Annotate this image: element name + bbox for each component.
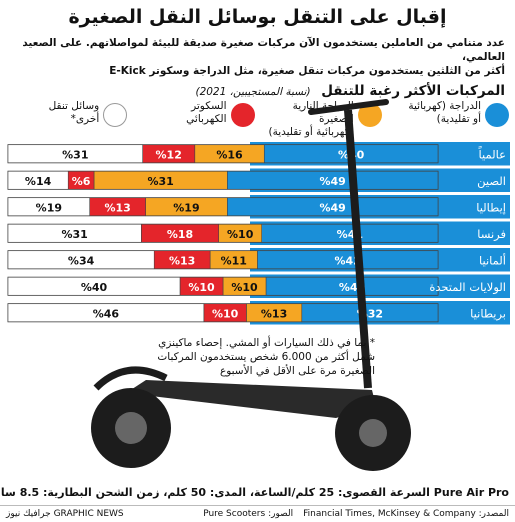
legend-label-escooter: السكوتر الكهربائي bbox=[186, 100, 227, 125]
intro-line-2: أكثر من الثلثين يستخدمون مركبات تنقل صغي… bbox=[109, 65, 505, 77]
footer-credit: GRAPHIC NEWS جرافيك نيوز bbox=[6, 509, 124, 519]
chart-title-text: المركبات الأكثر رغبة للتنقل bbox=[321, 83, 505, 99]
bar-value-label: %16 bbox=[216, 148, 243, 161]
bar-value-label: %40 bbox=[81, 281, 108, 294]
bar-value-label: %10 bbox=[227, 228, 254, 241]
bar-value-label: %31 bbox=[61, 228, 87, 241]
footnote: * بما في ذلك السيارات أو المشي. إحصاء ما… bbox=[157, 337, 375, 377]
scooter-front-hub bbox=[359, 419, 387, 447]
chart-legend: الدراجة (كهربائية أو تقليدية) الدراجة ال… bbox=[4, 100, 509, 140]
category-label: فرنسا bbox=[477, 227, 506, 242]
category-label: بريطانيا bbox=[470, 306, 506, 321]
legend-label-bicycle: الدراجة (كهربائية أو تقليدية) bbox=[408, 100, 481, 125]
intro-text: عدد متنامي من العاملين يستخدمون الآن مرك… bbox=[10, 36, 505, 78]
bar-segment bbox=[7, 170, 69, 190]
legend-item-escooter: السكوتر الكهربائي bbox=[131, 100, 255, 140]
legend-item-other: وسائل تنقل أخرى* bbox=[4, 100, 128, 140]
bar-value-label: %11 bbox=[221, 254, 247, 267]
bar-value-label: %10 bbox=[212, 307, 239, 320]
scooter-handlebar bbox=[308, 99, 389, 115]
bar-value-label: %46 bbox=[93, 307, 120, 320]
product-spec-text: السرعة القصوى: 25 كلم/الساعة، المدى: 50 … bbox=[0, 486, 430, 499]
legend-swatch-escooter bbox=[230, 103, 255, 127]
bar-segment bbox=[7, 276, 181, 296]
footer: المصدر: Financial Times, McKinsey & Comp… bbox=[0, 505, 515, 522]
bar-value-label: %42 bbox=[335, 254, 361, 267]
intro-line-1: عدد متنامي من العاملين يستخدمون الآن مرك… bbox=[22, 37, 505, 63]
bar-value-label: %18 bbox=[167, 228, 193, 241]
bar-segment bbox=[7, 197, 90, 217]
bar-value-label: %10 bbox=[188, 281, 215, 294]
category-label: الولايات المتحدة bbox=[429, 280, 506, 295]
legend-label-other: وسائل تنقل أخرى* bbox=[48, 100, 100, 125]
bar-value-label: %13 bbox=[261, 307, 287, 320]
bar-value-label: %13 bbox=[104, 201, 130, 214]
chart-note: (نسبة المستجيبين، 2021) bbox=[195, 86, 311, 98]
bar-value-label: %31 bbox=[147, 175, 173, 188]
chart-title: المركبات الأكثر رغبة للتنقل (نسبة المستج… bbox=[195, 83, 505, 99]
stacked-bar-chart: %40 %16 %12 %31 عالمياً %49 %31 %6 %14 الصين %49 %1… bbox=[7, 142, 510, 325]
scooter-rear-hub bbox=[115, 412, 147, 444]
bar-value-label: %19 bbox=[173, 201, 199, 214]
bar-value-label: %49 bbox=[319, 201, 345, 214]
bar-value-label: %6 bbox=[72, 175, 91, 188]
legend-swatch-bicycle bbox=[485, 103, 509, 127]
bar-value-label: %31 bbox=[62, 148, 88, 161]
scooter-stem bbox=[344, 109, 372, 389]
legend-item-bicycle: الدراجة (كهربائية أو تقليدية) bbox=[386, 100, 509, 140]
bar-value-label: %12 bbox=[156, 148, 182, 161]
bar-value-label: %10 bbox=[231, 281, 258, 294]
category-label: إيطاليا bbox=[476, 200, 506, 214]
bar-value-label: %34 bbox=[68, 254, 95, 267]
scooter-icon bbox=[91, 99, 411, 471]
category-label: ألمانيا bbox=[479, 252, 506, 267]
bar-segment bbox=[7, 250, 155, 270]
bar-value-label: %49 bbox=[319, 175, 345, 188]
bar-value-label: %13 bbox=[169, 254, 195, 267]
page-title: إقبال على التنقل بوسائل النقل الصغيرة bbox=[68, 6, 447, 28]
product-specs: Pure Air Pro السرعة القصوى: 25 كلم/الساع… bbox=[0, 486, 509, 499]
bar-value-label: %14 bbox=[25, 175, 52, 188]
bar-segment bbox=[7, 223, 142, 243]
bar-value-label: %19 bbox=[36, 201, 62, 214]
bar-segment bbox=[7, 144, 143, 164]
bar-segment bbox=[7, 303, 205, 323]
scooter-deck bbox=[126, 380, 376, 418]
category-label: الصين bbox=[477, 174, 506, 189]
footer-photo: الصور: Pure Scooters bbox=[203, 509, 294, 519]
category-label: عالمياً bbox=[478, 146, 506, 162]
legend-swatch-other bbox=[103, 103, 128, 127]
footer-source: المصدر: Financial Times, McKinsey & Comp… bbox=[303, 509, 509, 519]
product-name: Pure Air Pro bbox=[433, 486, 509, 499]
footer-spacer bbox=[134, 509, 194, 522]
scooter-fender bbox=[93, 366, 168, 391]
